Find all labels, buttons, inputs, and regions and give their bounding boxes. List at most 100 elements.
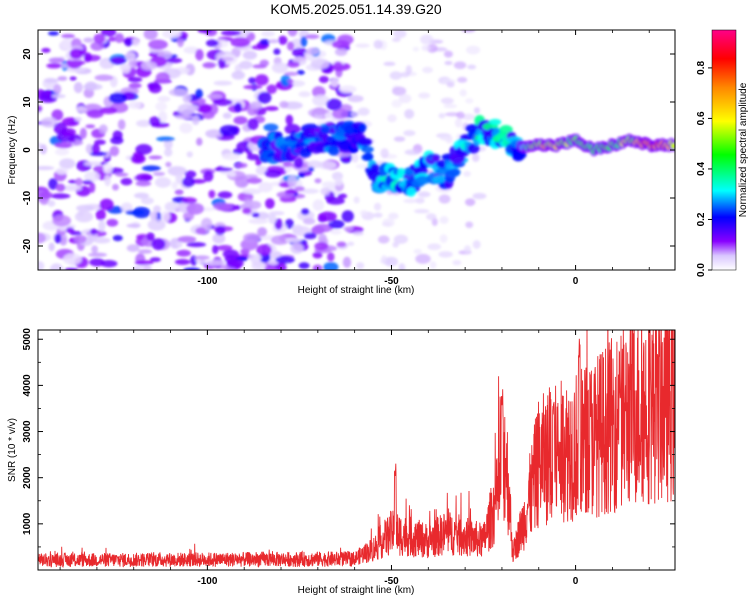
ridge-blobs bbox=[257, 115, 675, 197]
noise-blob bbox=[242, 188, 262, 195]
noise-blob bbox=[54, 148, 70, 156]
noise-blob bbox=[187, 104, 199, 111]
noise-blob bbox=[264, 169, 282, 178]
noise-blob bbox=[352, 231, 364, 236]
noise-blob bbox=[114, 172, 129, 177]
noise-blob bbox=[61, 33, 75, 39]
noise-blob bbox=[234, 205, 241, 210]
noise-blob bbox=[285, 114, 294, 126]
noise-blob bbox=[65, 227, 75, 234]
noise-blob bbox=[120, 177, 133, 186]
noise-blob bbox=[333, 61, 343, 72]
noise-blob bbox=[93, 33, 106, 44]
noise-blob bbox=[186, 242, 207, 248]
noise-blob bbox=[351, 153, 359, 163]
noise-blob bbox=[464, 198, 476, 207]
noise-blob bbox=[126, 244, 140, 252]
noise-blob bbox=[55, 183, 66, 192]
noise-blob bbox=[89, 182, 96, 194]
noise-blob bbox=[221, 153, 241, 161]
ridge-blob bbox=[363, 152, 374, 161]
noise-blob bbox=[296, 70, 305, 75]
noise-blob bbox=[261, 31, 275, 37]
noise-blob bbox=[331, 108, 349, 120]
noise-blob bbox=[257, 227, 268, 237]
noise-blob bbox=[398, 93, 412, 104]
noise-blob bbox=[418, 92, 431, 99]
noise-blob bbox=[242, 207, 252, 214]
noise-blob bbox=[135, 119, 152, 127]
noise-blob bbox=[274, 218, 283, 230]
noise-blob bbox=[393, 30, 407, 39]
noise-blob bbox=[141, 165, 161, 172]
noise-blob bbox=[155, 101, 168, 112]
noise-blob bbox=[389, 71, 403, 80]
snr-panel: -100 -50 0 1000 2000 3000 4000 5000 Height of s… bbox=[7, 328, 676, 596]
noise-blob bbox=[443, 103, 458, 109]
noise-blob bbox=[43, 78, 59, 83]
noise-blob bbox=[127, 76, 143, 83]
noise-blob bbox=[143, 30, 158, 40]
noise-blob bbox=[393, 234, 409, 244]
noise-blob bbox=[313, 223, 333, 233]
colorbar-tick-label: 0.8 bbox=[696, 61, 707, 75]
noise-blob bbox=[342, 256, 352, 268]
noise-blob bbox=[312, 107, 327, 116]
noise-blob bbox=[95, 209, 106, 221]
noise-blob bbox=[341, 210, 354, 223]
noise-blob bbox=[264, 106, 279, 111]
y-tick-label: 4000 bbox=[22, 374, 33, 397]
noise-blob bbox=[426, 213, 437, 221]
noise-blob bbox=[456, 111, 465, 119]
noise-blob bbox=[94, 139, 106, 145]
noise-blob bbox=[284, 189, 298, 194]
noise-blob bbox=[293, 156, 304, 169]
noise-blob bbox=[62, 184, 82, 192]
noise-blob bbox=[131, 38, 140, 47]
noise-blob bbox=[128, 101, 142, 109]
noise-blob bbox=[62, 253, 82, 266]
noise-blob bbox=[383, 256, 399, 267]
noise-blob bbox=[257, 91, 272, 104]
noise-blob bbox=[242, 50, 258, 60]
noise-blob bbox=[73, 82, 83, 94]
noise-blob bbox=[197, 30, 213, 34]
noise-blob bbox=[412, 46, 420, 52]
noise-blob bbox=[439, 234, 448, 243]
noise-blob bbox=[347, 241, 355, 246]
ridge-blob bbox=[361, 146, 374, 153]
colorbar-label: Normalized spectral amplitude bbox=[738, 82, 749, 217]
noise-blob bbox=[153, 205, 162, 213]
noise-blob bbox=[196, 137, 203, 146]
noise-blob bbox=[404, 108, 415, 119]
noise-blob bbox=[146, 232, 155, 241]
noise-blob bbox=[110, 136, 124, 145]
y-tick-label: 5000 bbox=[22, 328, 33, 351]
noise-blob bbox=[49, 263, 64, 270]
noise-blob bbox=[286, 61, 300, 68]
noise-blob bbox=[298, 262, 310, 269]
noise-blob bbox=[404, 149, 421, 156]
noise-blob bbox=[177, 235, 197, 243]
noise-blob bbox=[213, 202, 232, 211]
noise-blob bbox=[216, 244, 233, 251]
noise-blob bbox=[103, 162, 113, 174]
noise-blob bbox=[39, 191, 53, 199]
noise-blob bbox=[98, 220, 106, 232]
noise-blob bbox=[85, 124, 96, 129]
spectrogram-heatmap bbox=[38, 30, 675, 270]
noise-blob bbox=[222, 112, 232, 119]
noise-blob bbox=[417, 191, 431, 198]
noise-blob bbox=[129, 67, 137, 76]
noise-blob bbox=[457, 76, 468, 83]
noise-blob bbox=[413, 209, 430, 214]
noise-blob bbox=[350, 111, 360, 118]
noise-blob bbox=[135, 180, 152, 187]
noise-blob bbox=[265, 198, 275, 209]
noise-blob bbox=[175, 172, 184, 185]
noise-blob bbox=[473, 107, 481, 114]
x-tick-label: 0 bbox=[573, 576, 579, 587]
noise-blob bbox=[184, 170, 197, 178]
noise-blob bbox=[243, 84, 263, 90]
